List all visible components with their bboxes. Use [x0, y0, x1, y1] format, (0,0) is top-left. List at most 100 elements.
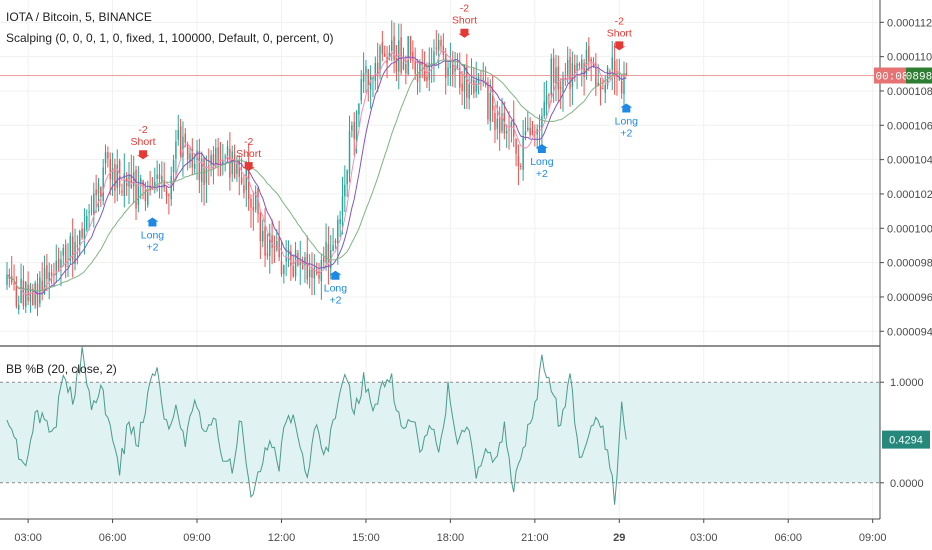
candle-body	[294, 249, 297, 277]
long-signal[interactable]: Long+2	[141, 217, 165, 253]
candle-body	[611, 57, 613, 70]
candle	[482, 62, 484, 87]
candle	[205, 155, 208, 204]
candle	[362, 52, 365, 93]
candle-body	[301, 260, 304, 269]
candle-body	[578, 63, 581, 66]
symbol-legend[interactable]: IOTA / Bitcoin, 5, BINANCE	[6, 10, 152, 24]
candle	[114, 158, 116, 204]
candle	[454, 51, 456, 88]
long-signal[interactable]: Long+2	[324, 270, 348, 307]
candle-body	[135, 169, 137, 209]
short-signal[interactable]: Short-2	[236, 136, 261, 172]
candle-body	[398, 40, 400, 72]
long-arrow-icon	[329, 270, 342, 280]
candle	[271, 219, 273, 265]
candle	[405, 55, 407, 85]
candle-body	[409, 36, 412, 56]
candle-body	[412, 51, 414, 61]
candle	[452, 51, 454, 87]
candle-body	[383, 53, 386, 57]
long-signal[interactable]: Long+2	[615, 103, 639, 140]
candle-body	[161, 176, 163, 182]
candle	[219, 142, 222, 177]
candle	[501, 97, 503, 134]
candle-body	[208, 165, 210, 167]
candle	[578, 61, 581, 70]
candle-body	[374, 63, 377, 81]
candle-body	[606, 67, 609, 86]
candle-body	[459, 67, 461, 88]
candle-body	[552, 57, 555, 84]
candle	[531, 120, 534, 136]
candle-body	[531, 130, 534, 134]
candle-body	[588, 46, 590, 62]
candle	[198, 138, 201, 194]
short-signal[interactable]: Short-2	[607, 15, 632, 51]
candle	[332, 228, 334, 252]
short-arrow-icon	[137, 150, 150, 160]
candle-body	[259, 213, 262, 242]
candle	[348, 115, 351, 183]
candle-body	[114, 164, 116, 191]
candle-body	[313, 267, 316, 279]
candle-body	[395, 56, 398, 72]
candle-body	[144, 190, 147, 202]
candle-body	[306, 253, 309, 280]
candle-body	[95, 189, 97, 196]
candle	[393, 22, 395, 74]
candle-body	[405, 63, 407, 74]
candle-body	[224, 156, 226, 158]
candle-body	[236, 164, 238, 174]
candle	[39, 271, 41, 308]
candle-body	[193, 163, 196, 169]
short-signal[interactable]: Short-2	[452, 3, 477, 38]
candle-body	[271, 235, 273, 248]
candle-body	[280, 260, 283, 275]
current-price-text: 0898	[906, 72, 932, 84]
candle	[517, 144, 520, 186]
candle	[555, 54, 557, 102]
candle-body	[163, 180, 165, 188]
candle	[372, 75, 374, 97]
time-axis[interactable]: 03:00 06:00 09:00 12:00 15:00 18:00 21:00 29 03:…	[0, 518, 886, 544]
candle	[109, 152, 111, 196]
candle-body	[538, 125, 541, 128]
candle	[510, 120, 513, 143]
signal-label: Long	[141, 229, 165, 241]
candle-body	[473, 80, 475, 94]
candle-body	[128, 175, 130, 187]
candle-body	[470, 78, 473, 83]
candle	[541, 107, 543, 145]
time-tick-label: 12:00	[268, 532, 296, 544]
candle-body	[623, 73, 625, 95]
candle-body	[13, 283, 15, 285]
candle-body	[393, 36, 395, 60]
candle	[442, 33, 445, 60]
bb-tick-label: 0.0000	[890, 478, 924, 490]
candle-body	[130, 174, 133, 189]
candle-body	[334, 240, 337, 243]
indicator-legend[interactable]: BB %B (20, close, 2)	[6, 362, 117, 376]
candle-body	[154, 181, 156, 188]
candle-body	[508, 129, 510, 131]
long-signal[interactable]: Long+2	[530, 143, 554, 180]
candle	[400, 23, 402, 76]
candle-body	[463, 65, 466, 92]
candle-body	[320, 259, 323, 282]
candle-body	[252, 206, 255, 211]
candle	[423, 51, 426, 82]
candle-body	[501, 113, 503, 131]
candle	[57, 247, 60, 272]
short-signal[interactable]: Short-2	[131, 124, 156, 160]
candle	[280, 240, 283, 277]
strategy-legend[interactable]: Scalping (0, 0, 0, 1, 0, fixed, 1, 10000…	[6, 31, 334, 45]
candle-body	[137, 184, 140, 206]
candle-body	[379, 46, 381, 73]
candle	[391, 20, 393, 62]
candle-body	[491, 89, 494, 111]
short-arrow-icon	[613, 41, 626, 51]
candle-body	[489, 93, 492, 122]
candle-body	[327, 243, 330, 266]
